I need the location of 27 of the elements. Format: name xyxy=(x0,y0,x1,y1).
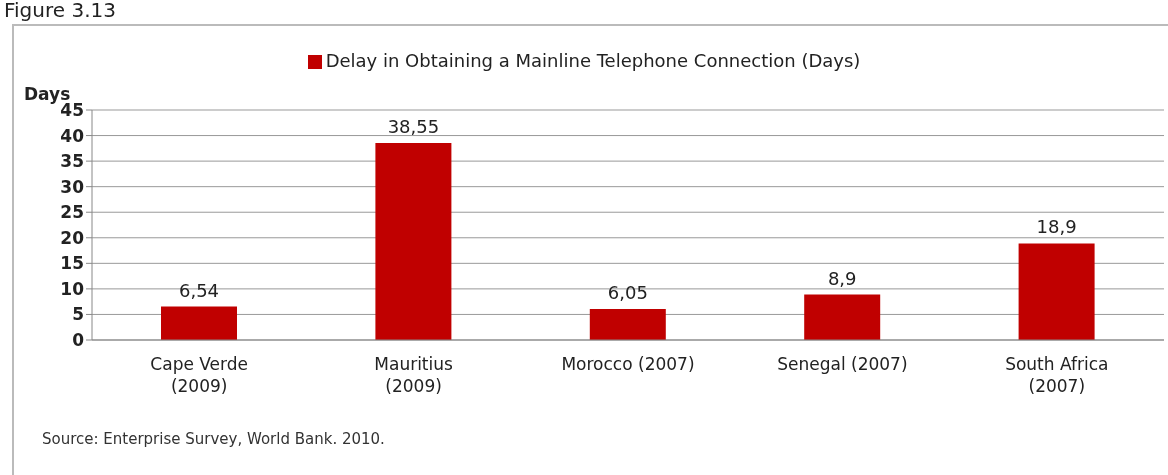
y-tick-label: 25 xyxy=(60,202,84,223)
y-tick-label: 15 xyxy=(60,253,84,274)
y-tick-label: 30 xyxy=(60,176,85,197)
x-tick-label: Mauritius (2009) xyxy=(374,354,454,396)
data-label: 6,54 xyxy=(178,279,220,301)
data-label: 6,05 xyxy=(607,282,648,304)
bar xyxy=(804,294,881,340)
data-label: 38,55 xyxy=(387,115,440,137)
legend-label: Delay in Obtaining a Mainline Telephone Connection (Days) xyxy=(325,50,861,71)
y-tick-label: 40 xyxy=(60,125,85,146)
y-tick-label: 0 xyxy=(72,330,85,351)
data-label: 18,9 xyxy=(1036,216,1077,238)
y-tick-label: 10 xyxy=(60,278,85,299)
bar xyxy=(375,142,452,340)
y-tick-label: 35 xyxy=(60,151,84,172)
y-tick-label: 20 xyxy=(60,227,85,248)
bar xyxy=(1018,243,1095,340)
x-tick-label: Morocco (2007) xyxy=(561,354,695,374)
x-tick-label: South Africa (2007) xyxy=(1005,354,1109,396)
y-tick-label: 5 xyxy=(72,304,84,325)
data-label: 8,9 xyxy=(827,267,857,289)
x-tick-label: Cape Verde (2009) xyxy=(150,354,249,396)
chart-title: Figure 3.13 xyxy=(4,0,116,22)
bar xyxy=(589,309,666,340)
bar xyxy=(161,306,237,340)
x-tick-label: Senegal (2007) xyxy=(777,354,908,374)
source-note: Source: Enterprise Survey, World Bank. 2010. xyxy=(42,430,385,448)
